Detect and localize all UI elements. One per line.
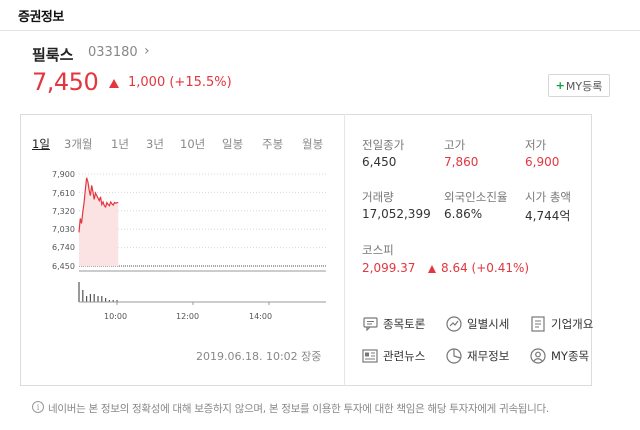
low-label: 저가 <box>525 138 547 152</box>
tab-3month[interactable]: 3개월 <box>64 137 93 151</box>
up-arrow-icon <box>428 265 436 273</box>
volume-bar <box>108 300 110 302</box>
link-label: 재무정보 <box>467 349 510 363</box>
link-financials[interactable]: 재무정보 <box>446 348 509 364</box>
foreign-ratio-value: 6.86% <box>444 207 483 221</box>
tab-10year[interactable]: 10년 <box>180 137 206 151</box>
low-value: 6,900 <box>525 155 560 169</box>
tab-1year[interactable]: 1년 <box>111 137 129 151</box>
current-price: 7,450 <box>32 68 99 96</box>
my-add-button[interactable]: + MY등록 <box>548 74 610 97</box>
link-label: MY종목 <box>551 349 590 363</box>
kospi-change: 8.64 (+0.41%) <box>441 261 530 275</box>
plus-icon: + <box>555 79 565 92</box>
volume-bar <box>93 294 95 302</box>
link-label: 기업개요 <box>551 317 594 331</box>
y-tick-label: 6,450 <box>52 262 75 271</box>
user-icon <box>530 348 546 364</box>
my-add-label: MY등록 <box>565 79 603 93</box>
stock-name[interactable]: 필룩스 <box>32 46 74 64</box>
y-tick-label: 7,610 <box>52 189 75 198</box>
high-label: 고가 <box>444 138 466 152</box>
panel-divider <box>344 114 345 386</box>
volume-bar <box>78 282 80 302</box>
link-my-stocks[interactable]: MY종목 <box>530 348 589 364</box>
volume-bar <box>105 298 107 302</box>
section-title: 증권정보 <box>18 10 64 25</box>
link-related-news[interactable]: 관련뉴스 <box>362 348 425 364</box>
volume-label: 거래량 <box>362 190 394 204</box>
title-divider <box>0 30 640 31</box>
volume-bar <box>97 296 99 302</box>
chat-icon <box>362 316 378 332</box>
kospi-label: 코스피 <box>362 243 394 257</box>
link-label: 관련뉴스 <box>383 349 426 363</box>
news-icon <box>362 348 378 364</box>
market-cap-label: 시가 총액 <box>525 190 571 204</box>
link-company-overview[interactable]: 기업개요 <box>530 316 593 332</box>
price-area <box>79 177 119 266</box>
foreign-ratio-label: 외국인소진율 <box>444 190 508 204</box>
up-arrow-icon <box>109 79 119 88</box>
link-daily-price[interactable]: 일별시세 <box>446 316 509 332</box>
kospi-value: 2,099.37 <box>362 261 416 275</box>
volume-value: 17,052,399 <box>362 207 431 221</box>
prev-close-label: 전일종가 <box>362 138 405 152</box>
tab-weekly-candle[interactable]: 주봉 <box>262 137 284 151</box>
volume-bar <box>86 296 88 302</box>
volume-bar <box>112 300 114 302</box>
trend-icon <box>446 316 462 332</box>
tab-monthly-candle[interactable]: 월봉 <box>302 137 324 151</box>
volume-bar <box>116 300 118 302</box>
link-discussion[interactable]: 종목토론 <box>362 316 425 332</box>
price-plot <box>78 173 326 272</box>
price-line <box>78 177 119 233</box>
x-tick-label: 14:00 <box>249 312 273 321</box>
volume-bar <box>101 296 103 302</box>
x-tick-label: 12:00 <box>176 312 200 321</box>
price-change: 1,000 (+15.5%) <box>128 75 232 90</box>
info-icon: i <box>32 401 44 413</box>
tab-1day[interactable]: 1일 <box>32 137 50 151</box>
x-tick-label: 10:00 <box>104 312 128 321</box>
y-tick-label: 7,320 <box>52 207 75 216</box>
y-tick-label: 7,030 <box>52 225 75 234</box>
high-value: 7,860 <box>444 155 479 169</box>
link-label: 일별시세 <box>467 317 510 331</box>
stock-info-panel <box>20 114 592 386</box>
prev-close-value: 6,450 <box>362 155 397 169</box>
chevron-right-icon[interactable]: › <box>144 43 150 59</box>
volume-plot <box>78 282 326 305</box>
y-tick-label: 7,900 <box>52 170 75 179</box>
link-label: 종목토론 <box>383 317 426 331</box>
stock-code[interactable]: 033180 <box>88 45 138 60</box>
tab-3year[interactable]: 3년 <box>146 137 164 151</box>
volume-bar <box>89 294 91 302</box>
y-tick-label: 6,740 <box>52 243 75 252</box>
tab-daily-candle[interactable]: 일봉 <box>222 137 244 151</box>
disclaimer-text: 네이버는 본 정보의 정확성에 대해 보증하지 않으며, 본 정보를 이용한 투… <box>48 403 549 415</box>
document-icon <box>530 316 546 332</box>
market-cap-value: 4,744억 <box>525 209 571 223</box>
volume-bar <box>82 290 84 302</box>
timestamp: 2019.06.18. 10:02 장중 <box>196 350 322 363</box>
pie-chart-icon <box>446 348 462 364</box>
